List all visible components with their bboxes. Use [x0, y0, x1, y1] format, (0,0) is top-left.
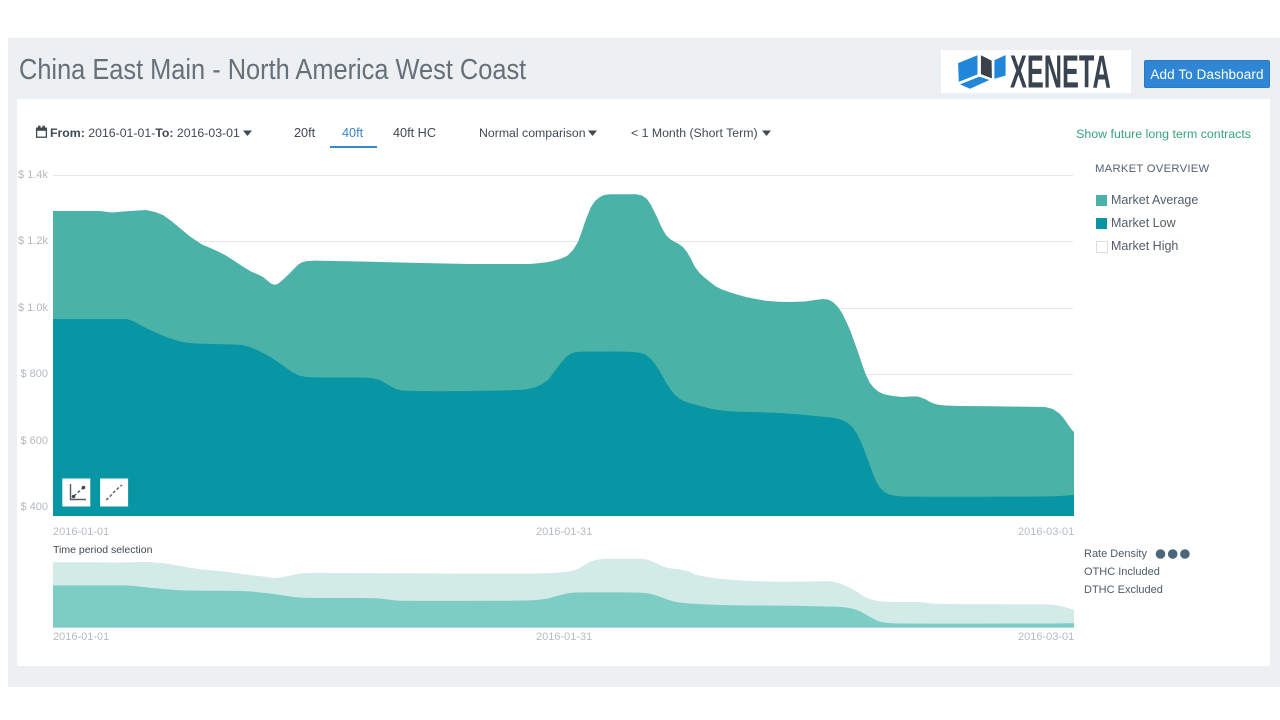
- svg-text:XENETA: XENETA: [1010, 50, 1111, 93]
